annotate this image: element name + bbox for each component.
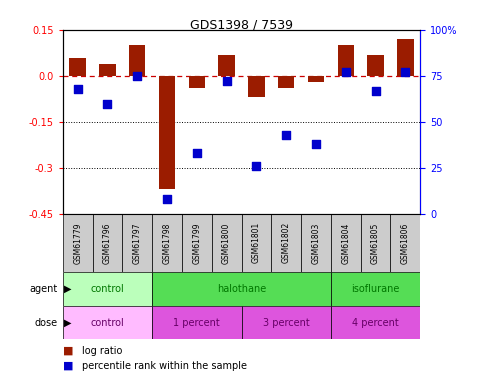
FancyBboxPatch shape <box>301 214 331 272</box>
FancyBboxPatch shape <box>212 214 242 272</box>
Bar <box>278 76 294 88</box>
Text: percentile rank within the sample: percentile rank within the sample <box>82 361 247 370</box>
Bar <box>308 76 324 82</box>
Text: GSM61802: GSM61802 <box>282 222 291 263</box>
FancyBboxPatch shape <box>63 214 93 272</box>
Point <box>223 78 230 84</box>
Bar <box>189 76 205 88</box>
Text: 1 percent: 1 percent <box>173 318 220 327</box>
Point <box>282 132 290 138</box>
Text: ■: ■ <box>63 346 73 355</box>
FancyBboxPatch shape <box>152 306 242 339</box>
FancyBboxPatch shape <box>182 214 212 272</box>
FancyBboxPatch shape <box>390 214 420 272</box>
Text: GSM61805: GSM61805 <box>371 222 380 264</box>
Text: log ratio: log ratio <box>82 346 123 355</box>
Text: agent: agent <box>30 284 58 294</box>
Text: GSM61800: GSM61800 <box>222 222 231 264</box>
FancyBboxPatch shape <box>93 214 122 272</box>
FancyBboxPatch shape <box>271 214 301 272</box>
Text: GSM61798: GSM61798 <box>163 222 171 264</box>
Text: ▶: ▶ <box>64 318 71 327</box>
Text: GSM61779: GSM61779 <box>73 222 82 264</box>
Text: GSM61801: GSM61801 <box>252 222 261 263</box>
Text: halothane: halothane <box>217 284 266 294</box>
Text: 3 percent: 3 percent <box>263 318 310 327</box>
Text: control: control <box>91 284 124 294</box>
FancyBboxPatch shape <box>122 214 152 272</box>
FancyBboxPatch shape <box>63 306 152 339</box>
Text: control: control <box>91 318 124 327</box>
Bar <box>397 39 413 76</box>
Text: 4 percent: 4 percent <box>352 318 399 327</box>
FancyBboxPatch shape <box>63 272 152 306</box>
Text: ▶: ▶ <box>64 284 71 294</box>
FancyBboxPatch shape <box>242 306 331 339</box>
Bar <box>338 45 354 76</box>
Point <box>342 69 350 75</box>
FancyBboxPatch shape <box>331 306 420 339</box>
Point <box>312 141 320 147</box>
Point <box>104 100 112 106</box>
Text: GSM61803: GSM61803 <box>312 222 320 264</box>
Bar <box>129 45 145 76</box>
Text: dose: dose <box>35 318 58 327</box>
Point <box>133 73 141 79</box>
Point <box>253 163 260 169</box>
FancyBboxPatch shape <box>242 214 271 272</box>
Text: GDS1398 / 7539: GDS1398 / 7539 <box>190 19 293 32</box>
FancyBboxPatch shape <box>152 214 182 272</box>
Point <box>163 196 171 202</box>
Text: isoflurane: isoflurane <box>351 284 400 294</box>
Bar <box>218 54 235 76</box>
Bar <box>70 58 86 76</box>
FancyBboxPatch shape <box>331 272 420 306</box>
FancyBboxPatch shape <box>361 214 390 272</box>
Text: GSM61796: GSM61796 <box>103 222 112 264</box>
Point <box>193 150 201 156</box>
Bar <box>99 64 115 76</box>
Bar <box>368 54 384 76</box>
Bar <box>248 76 265 98</box>
Bar <box>159 76 175 189</box>
Text: GSM61799: GSM61799 <box>192 222 201 264</box>
FancyBboxPatch shape <box>152 272 331 306</box>
Text: GSM61797: GSM61797 <box>133 222 142 264</box>
Text: GSM61804: GSM61804 <box>341 222 350 264</box>
Text: ■: ■ <box>63 361 73 370</box>
FancyBboxPatch shape <box>331 214 361 272</box>
Text: GSM61806: GSM61806 <box>401 222 410 264</box>
Point <box>372 88 380 94</box>
Point <box>401 69 409 75</box>
Point <box>74 86 82 92</box>
